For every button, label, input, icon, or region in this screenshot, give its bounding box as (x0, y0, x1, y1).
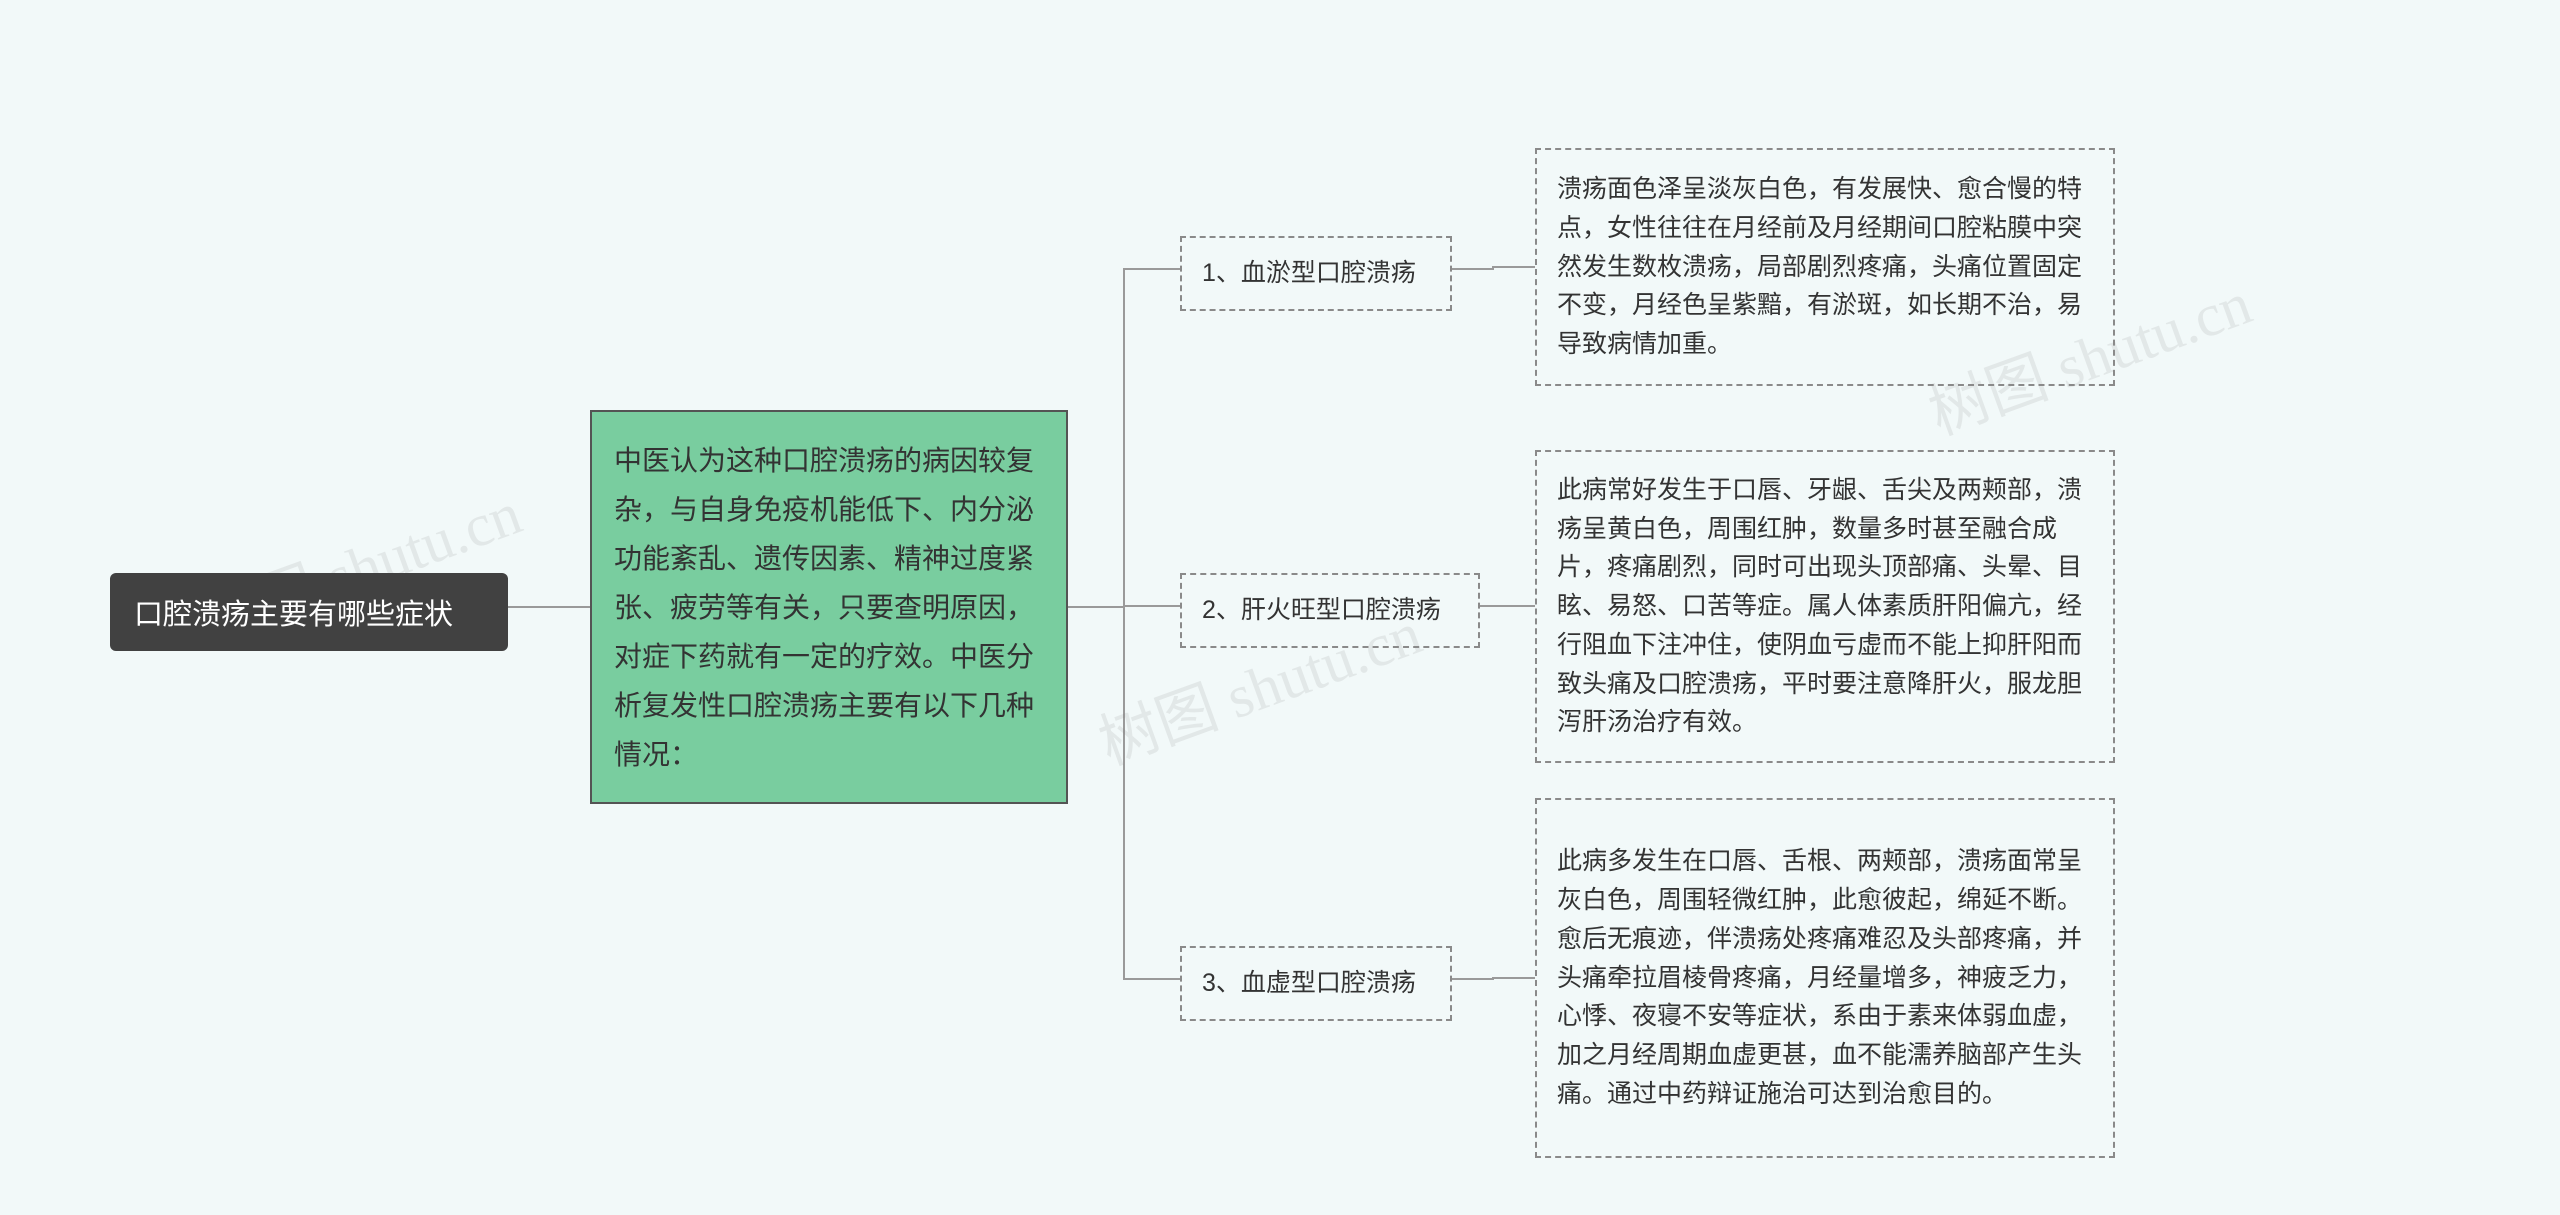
branch-desc: 此病常好发生于口唇、牙龈、舌尖及两颊部，溃疡呈黄白色，周围红肿，数量多时甚至融合… (1557, 471, 2093, 742)
branch-desc-node[interactable]: 溃疡面色泽呈淡灰白色，有发展快、愈合慢的特点，女性往往在月经前及月经期间口腔粘膜… (1535, 148, 2115, 386)
root-node[interactable]: 口腔溃疡主要有哪些症状 (110, 573, 508, 651)
branch-title: 3、血虚型口腔溃疡 (1202, 964, 1416, 1003)
branch-title-node[interactable]: 1、血淤型口腔溃疡 (1180, 236, 1452, 311)
branch-desc-node[interactable]: 此病常好发生于口唇、牙龈、舌尖及两颊部，溃疡呈黄白色，周围红肿，数量多时甚至融合… (1535, 450, 2115, 763)
branch-desc: 此病多发生在口唇、舌根、两颊部，溃疡面常呈灰白色，周围轻微红肿，此愈彼起，绵延不… (1557, 842, 2093, 1113)
branch-title: 2、肝火旺型口腔溃疡 (1202, 591, 1441, 630)
branch-desc-node[interactable]: 此病多发生在口唇、舌根、两颊部，溃疡面常呈灰白色，周围轻微红肿，此愈彼起，绵延不… (1535, 798, 2115, 1158)
branch-title: 1、血淤型口腔溃疡 (1202, 254, 1416, 293)
mindmap-canvas: 树图 shutu.cn 树图 shutu.cn 树图 shutu.cn 口腔溃疡… (0, 0, 2560, 1215)
intro-text: 中医认为这种口腔溃疡的病因较复杂，与自身免疫机能低下、内分泌功能紊乱、遗传因素、… (614, 436, 1044, 779)
intro-node[interactable]: 中医认为这种口腔溃疡的病因较复杂，与自身免疫机能低下、内分泌功能紊乱、遗传因素、… (590, 410, 1068, 804)
root-label: 口腔溃疡主要有哪些症状 (134, 591, 453, 633)
branch-title-node[interactable]: 2、肝火旺型口腔溃疡 (1180, 573, 1480, 648)
branch-title-node[interactable]: 3、血虚型口腔溃疡 (1180, 946, 1452, 1021)
branch-desc: 溃疡面色泽呈淡灰白色，有发展快、愈合慢的特点，女性往往在月经前及月经期间口腔粘膜… (1557, 170, 2093, 364)
